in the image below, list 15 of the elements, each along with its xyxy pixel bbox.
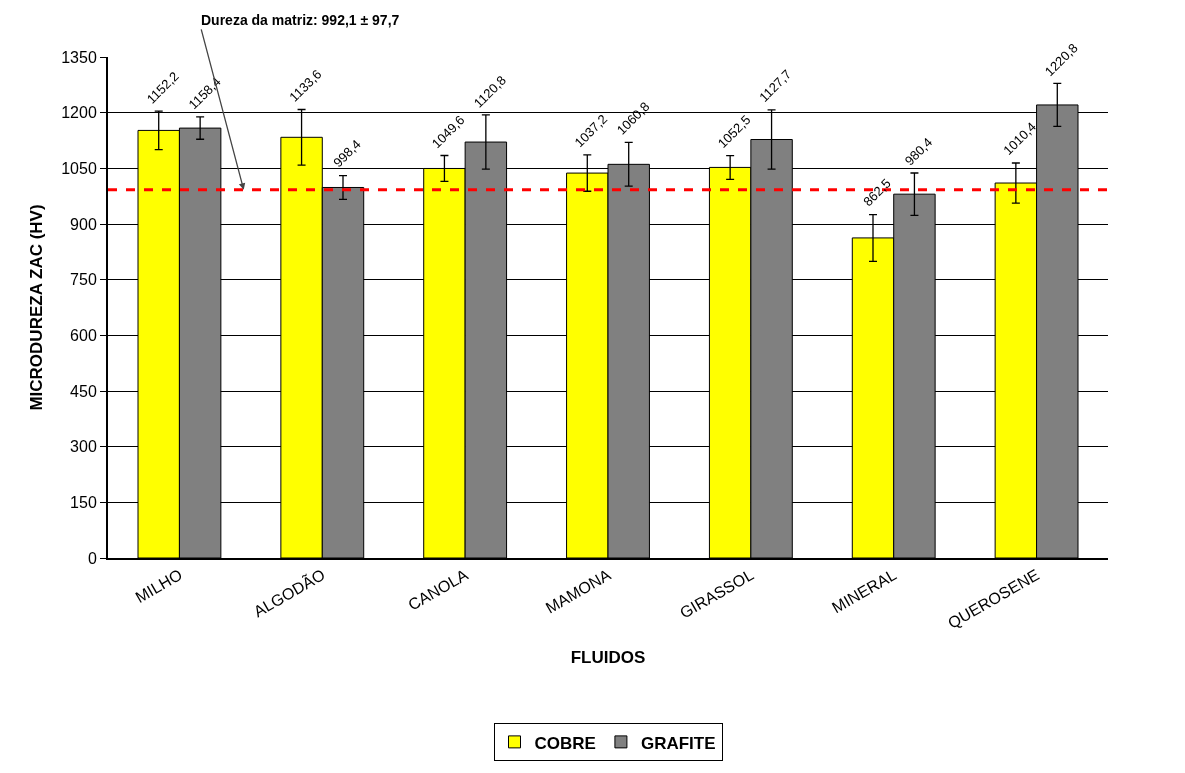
legend-label: GRAFITE [640, 733, 716, 753]
y-tick-label: 600 [70, 326, 97, 344]
ref-line-label: Dureza da matriz: 992,1 ± 97,7 [201, 12, 400, 28]
y-axis-title: MICRODUREZA ZAC (HV) [27, 204, 47, 411]
y-tick-label: 150 [70, 493, 97, 511]
y-tick-label: 1350 [61, 48, 97, 66]
y-tick-label: 0 [87, 549, 97, 567]
legend-label: COBRE [534, 733, 596, 753]
y-tick-label: 450 [70, 382, 97, 400]
y-tick-label: 300 [70, 438, 97, 456]
y-tick-label: 1050 [61, 159, 97, 177]
y-tick-label: 750 [70, 271, 97, 289]
y-tick-label: 900 [70, 215, 97, 233]
x-axis-title: FLUIDOS [570, 647, 646, 667]
y-tick-label: 1200 [61, 104, 97, 122]
